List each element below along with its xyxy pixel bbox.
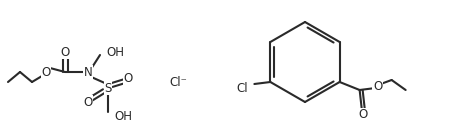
Text: O: O (42, 65, 51, 79)
Text: O: O (83, 95, 93, 109)
Text: O: O (373, 79, 382, 93)
Text: O: O (60, 46, 69, 58)
Text: OH: OH (106, 46, 124, 58)
Text: Cl: Cl (237, 81, 248, 95)
Text: O: O (358, 109, 367, 121)
Text: S: S (104, 81, 112, 95)
Text: O: O (123, 72, 133, 84)
Text: N: N (84, 65, 92, 79)
Text: OH: OH (114, 110, 132, 124)
Text: Cl⁻: Cl⁻ (169, 76, 187, 88)
